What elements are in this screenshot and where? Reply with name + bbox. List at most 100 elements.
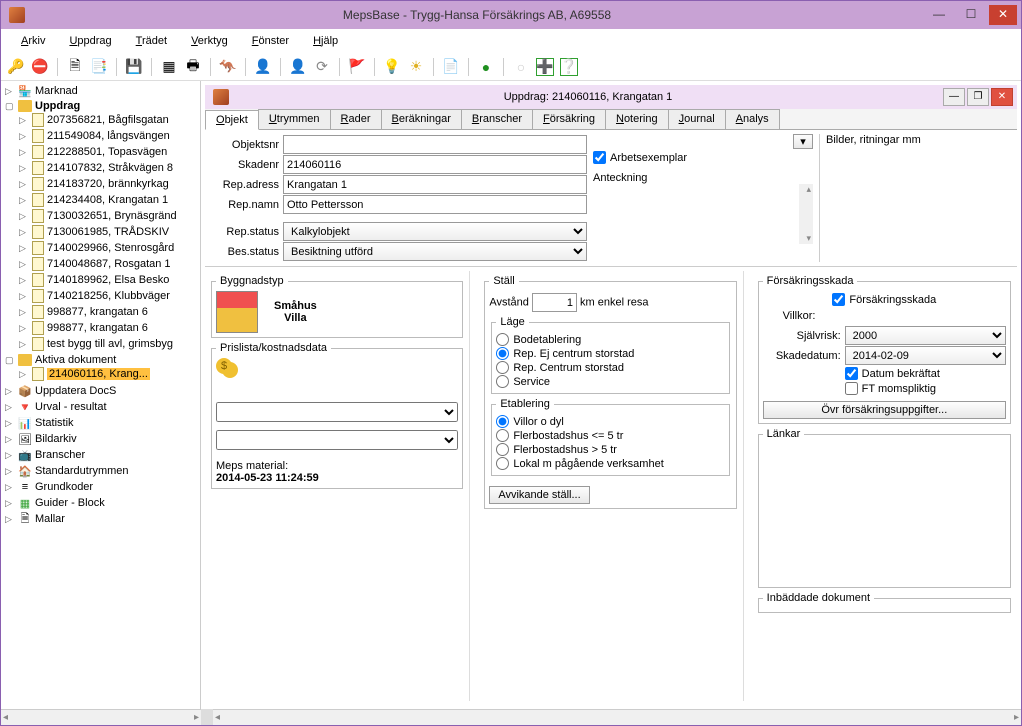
sjalvrisk-select[interactable]: 2000 (845, 326, 1006, 345)
sun-icon[interactable]: ☀ (407, 58, 425, 76)
copy-icon[interactable]: 📑 (90, 58, 108, 76)
repadress-input[interactable] (283, 175, 587, 194)
tab-analys[interactable]: Analys (725, 109, 780, 129)
arbetsexemplar-check[interactable] (593, 151, 606, 164)
scroll-down-icon[interactable]: ▾ (806, 233, 811, 244)
tab-branscher[interactable]: Branscher (461, 109, 533, 129)
mdi-close[interactable]: ✕ (991, 88, 1013, 106)
lage-radio[interactable] (496, 375, 509, 388)
prislista-select-2[interactable] (216, 430, 458, 450)
lage-radio[interactable] (496, 361, 509, 374)
tree-uppdrag-item[interactable]: ▷7130061985, TRÅDSKIV (19, 225, 198, 239)
menu-arkiv[interactable]: Arkiv (9, 33, 57, 49)
tree-grundkoder[interactable]: ▷≡Grundkoder (5, 480, 198, 494)
tree-uppdrag-item[interactable]: ▷211549084, långsvängen (19, 129, 198, 143)
besstatus-select[interactable]: Besiktning utförd (283, 242, 587, 261)
tree-marknad[interactable]: ▷🏪Marknad (5, 84, 198, 98)
run-icon[interactable]: 🦘 (219, 58, 237, 76)
etablering-radio[interactable] (496, 415, 509, 428)
tree-aktiva-selected[interactable]: ▷214060116, Krang... (19, 367, 198, 381)
tree-uppdrag-item[interactable]: ▷207356821, Bågfilsgatan (19, 113, 198, 127)
help-icon[interactable]: ❔ (560, 58, 578, 76)
repnamn-input[interactable] (283, 195, 587, 214)
etablering-radio[interactable] (496, 457, 509, 470)
tree-uppdrag-item[interactable]: ▷7140189962, Elsa Besko (19, 273, 198, 287)
ovr-forsakring-button[interactable]: Övr försäkringsuppgifter... (763, 401, 1006, 419)
save-icon[interactable]: 💾 (125, 58, 143, 76)
grid-icon[interactable]: ▦ (160, 58, 178, 76)
tree-urval[interactable]: ▷🔻Urval - resultat (5, 400, 198, 414)
avvikande-button[interactable]: Avvikande ställ... (489, 486, 589, 504)
tab-notering[interactable]: Notering (605, 109, 669, 129)
tab-objekt[interactable]: Objekt (205, 110, 259, 130)
tree-mallar[interactable]: ▷🗎Mallar (5, 512, 198, 526)
leaf-icon[interactable]: ● (477, 58, 495, 76)
lage-radio[interactable] (496, 347, 509, 360)
print-icon[interactable]: 🖶 (184, 58, 202, 76)
dropdown-button[interactable]: ▾ (793, 134, 813, 149)
mdi-minimize[interactable]: — (943, 88, 965, 106)
repstatus-select[interactable]: Kalkylobjekt (283, 222, 587, 241)
scroll-up-icon[interactable]: ▴ (806, 184, 811, 195)
forsakringsskada-check[interactable] (832, 293, 845, 306)
close-button[interactable]: ✕ (989, 5, 1017, 25)
tree-uppdrag-item[interactable]: ▷212288501, Topasvägen (19, 145, 198, 159)
tab-rader[interactable]: Rader (330, 109, 382, 129)
prislista-select-1[interactable] (216, 402, 458, 422)
new-icon[interactable]: 🗎 (66, 58, 84, 76)
menu-hjalp[interactable]: Hjälp (301, 33, 350, 49)
mdi-restore[interactable]: ❐ (967, 88, 989, 106)
plus-icon[interactable]: ➕ (536, 58, 554, 76)
tree-standardutrymmen[interactable]: ▷🏠Standardutrymmen (5, 464, 198, 478)
avstand-input[interactable] (532, 293, 577, 312)
tree-pane[interactable]: ▷🏪Marknad ▢Uppdrag ▷207356821, Bågfilsga… (1, 81, 201, 709)
flag-icon[interactable]: 🚩 (348, 58, 366, 76)
tree-uppdrag-item[interactable]: ▷7140218256, Klubbväger (19, 289, 198, 303)
tree-bildarkiv[interactable]: ▷🖼Bildarkiv (5, 432, 198, 446)
bulb-icon[interactable]: 💡 (383, 58, 401, 76)
house-icon (216, 291, 258, 333)
forbid-icon[interactable]: ⛔ (31, 58, 49, 76)
tab-forsakring[interactable]: Försäkring (532, 109, 606, 129)
tree-uppdrag-item[interactable]: ▷214107832, Stråkvägen 8 (19, 161, 198, 175)
etablering-radio[interactable] (496, 429, 509, 442)
tree-scrollbar[interactable]: ◂▸ (1, 709, 201, 725)
menu-verktyg[interactable]: Verktyg (179, 33, 240, 49)
tree-uppdateradocs[interactable]: ▷📦Uppdatera DocS (5, 384, 198, 398)
tree-aktiva[interactable]: ▢Aktiva dokument (5, 354, 198, 366)
maximize-button[interactable]: ☐ (957, 5, 985, 25)
tree-uppdrag-item[interactable]: ▷998877, krangatan 6 (19, 305, 198, 319)
tab-utrymmen[interactable]: Utrymmen (258, 109, 331, 129)
tab-berakningar[interactable]: Beräkningar (381, 109, 462, 129)
toolbar: 🔑 ⛔ 🗎 📑 💾 ▦ 🖶 🦘 👤 👤 ⟳ 🚩 💡 ☀ 📄 ● ○ ➕ ❔ (1, 53, 1021, 81)
skadedatum-select[interactable]: 2014-02-09 (845, 346, 1006, 365)
tree-uppdrag-item[interactable]: ▷998877, krangatan 6 (19, 321, 198, 335)
user-icon[interactable]: 👤 (289, 58, 307, 76)
etablering-radio[interactable] (496, 443, 509, 456)
objektsnr-input[interactable] (283, 135, 587, 154)
tree-uppdrag-item[interactable]: ▷7130032651, Brynäsgränd (19, 209, 198, 223)
menu-tradet[interactable]: Trädet (124, 33, 179, 49)
key-icon[interactable]: 🔑 (7, 58, 25, 76)
tree-uppdrag-item[interactable]: ▷214234408, Krangatan 1 (19, 193, 198, 207)
tree-uppdrag[interactable]: ▢Uppdrag (5, 100, 198, 112)
datum-check[interactable] (845, 367, 858, 380)
tree-branscher[interactable]: ▷📺Branscher (5, 448, 198, 462)
doc-icon[interactable]: 📄 (442, 58, 460, 76)
tree-statistik[interactable]: ▷📊Statistik (5, 416, 198, 430)
tree-uppdrag-item[interactable]: ▷test bygg till avl, grimsbyg (19, 337, 198, 351)
menu-fonster[interactable]: Fönster (240, 33, 301, 49)
byggnadstyp-group: Byggnadstyp SmåhusVilla (211, 275, 463, 338)
menu-uppdrag[interactable]: Uppdrag (57, 33, 123, 49)
skadenr-input[interactable] (283, 155, 587, 174)
lage-radio[interactable] (496, 333, 509, 346)
tree-uppdrag-item[interactable]: ▷7140029966, Stenrosgård (19, 241, 198, 255)
tree-uppdrag-item[interactable]: ▷7140048687, Rosgatan 1 (19, 257, 198, 271)
refresh-icon[interactable]: ⟳ (313, 58, 331, 76)
ft-check[interactable] (845, 382, 858, 395)
content-scrollbar[interactable]: ◂▸ (213, 709, 1021, 725)
tree-uppdrag-item[interactable]: ▷214183720, brännkyrkag (19, 177, 198, 191)
minimize-button[interactable]: — (925, 5, 953, 25)
tab-journal[interactable]: Journal (668, 109, 726, 129)
tree-guider[interactable]: ▷▦Guider - Block (5, 496, 198, 510)
